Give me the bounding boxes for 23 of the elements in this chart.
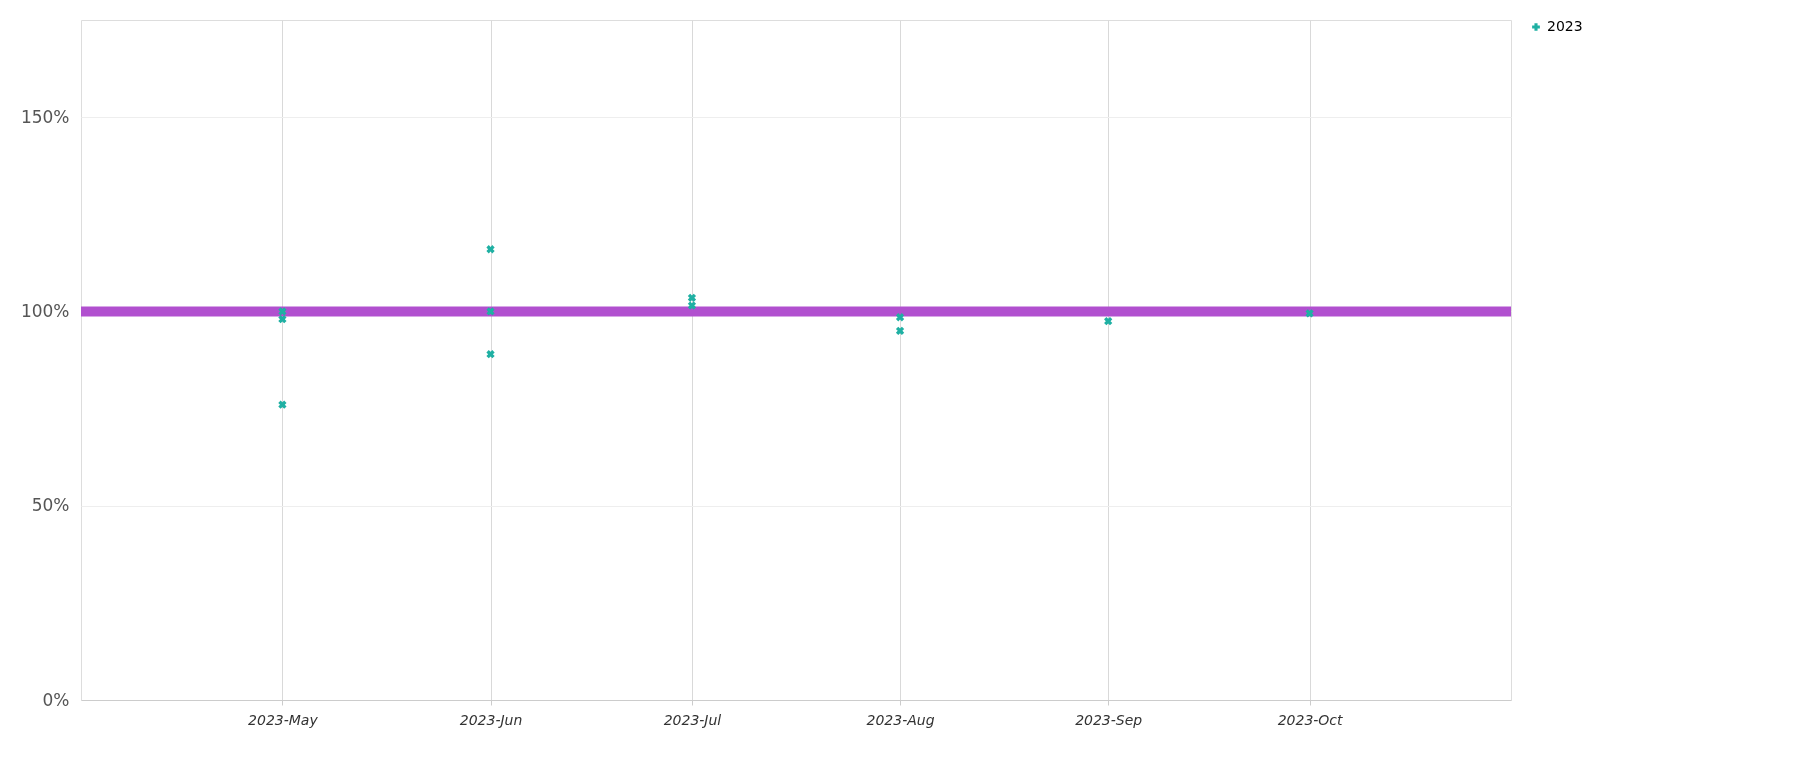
x-tick-label: 2023-May	[248, 711, 319, 728]
point	[1305, 309, 1314, 318]
x-tick-label: 2023-Jul	[663, 711, 722, 728]
x-tick-label: 2023-Aug	[866, 711, 935, 728]
point	[687, 301, 697, 310]
point	[486, 350, 495, 359]
y-tick-label: 0%	[42, 689, 70, 710]
y-tick-label: 50%	[31, 495, 70, 516]
point	[278, 315, 287, 324]
x-tick-label: 2023-Sep	[1075, 711, 1143, 728]
point	[895, 326, 905, 335]
point	[278, 400, 287, 409]
y-tick-label: 150%	[20, 106, 70, 127]
point	[486, 245, 495, 254]
y-tick-label: 100%	[20, 300, 70, 321]
x-tick-label: 2023-Jun	[459, 711, 523, 728]
point	[486, 307, 495, 316]
x-tick-label: 2023-Oct	[1277, 711, 1344, 728]
point	[278, 307, 287, 316]
point	[895, 313, 905, 322]
point	[1104, 317, 1113, 326]
legend-label: 2023	[1547, 18, 1583, 34]
point	[687, 293, 697, 302]
